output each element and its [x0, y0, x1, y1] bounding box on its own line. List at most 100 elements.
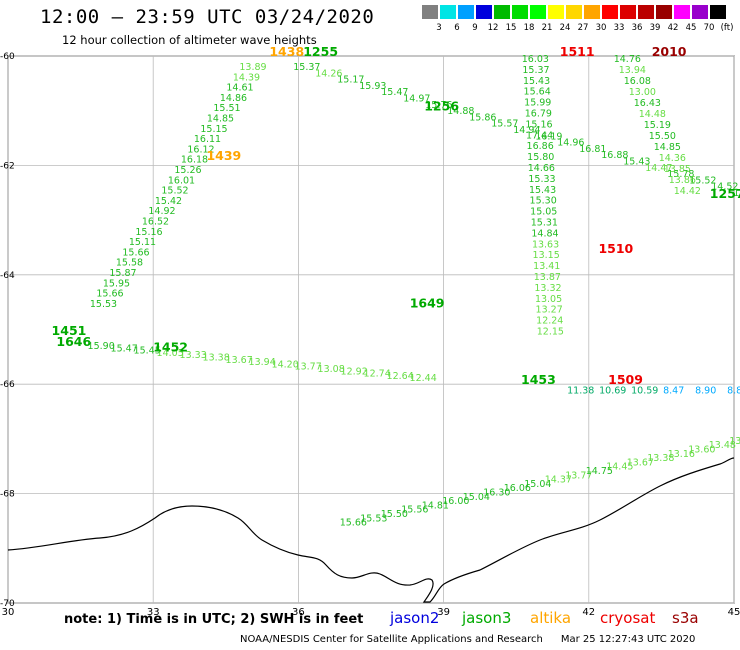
swh-value-label: 13.27: [536, 305, 563, 316]
colorbar-label: 18: [523, 23, 535, 33]
swh-value-label: 16.01: [168, 175, 195, 186]
colorbar-swatch: [584, 5, 601, 19]
satellite-tracks: 13.8914.3914.6114.8615.5114.8515.1516.11…: [52, 44, 740, 529]
colorbar-label: 36: [631, 23, 643, 33]
colorbar-label: 6: [454, 23, 460, 33]
swh-value-label: 10.59: [631, 386, 658, 397]
swh-value-label: 14.36: [659, 153, 686, 164]
swh-value-label: 14.85: [207, 114, 234, 125]
swh-value-label: 15.86: [469, 112, 496, 123]
swh-value-label: 14.52: [711, 182, 738, 193]
coastline: [7, 457, 735, 603]
swh-value-label: 15.17: [337, 75, 364, 86]
swh-value-label: 15.37: [293, 62, 320, 73]
swh-value-label: 15.66: [122, 247, 149, 258]
pass-time-label: 1510: [598, 241, 633, 256]
colorbar-swatch: [656, 5, 673, 19]
swh-value-label: 13.41: [533, 261, 560, 272]
swh-value-label: 15.87: [109, 268, 136, 279]
latitude-tick-label: -68: [0, 490, 15, 500]
swh-value-label: 13.86: [669, 175, 696, 186]
colorbar-label: 21: [541, 23, 553, 33]
longitude-tick-label: 30: [2, 607, 15, 618]
swh-value-label: 15.78: [667, 169, 694, 180]
colorbar-swatch: [530, 5, 547, 19]
swh-value-label: 13.87: [534, 272, 561, 283]
satellite-legend-item: jason3: [462, 609, 512, 627]
swh-value-label: 16.52: [142, 217, 169, 228]
swh-value-label: 16.00: [442, 496, 469, 507]
swh-value-label: 14.96: [557, 138, 584, 149]
swh-value-label: 14.39: [233, 72, 260, 83]
swh-value-label: 15.04: [524, 479, 551, 490]
swh-value-label: 14.20: [272, 359, 299, 370]
swh-value-label: 8.47: [663, 386, 684, 397]
swh-value-label: 14.05: [157, 348, 184, 359]
swh-value-label: 15.37: [522, 65, 549, 76]
colorbar-swatch: [548, 5, 565, 19]
swh-value-label: 15.80: [527, 152, 554, 163]
swh-value-label: 15.16: [525, 119, 552, 130]
swh-value-label: 14.26: [315, 68, 342, 79]
longitude-tick-label: 45: [728, 607, 740, 618]
swh-value-label: 12.74: [364, 369, 391, 380]
swh-value-label: 15.52: [161, 186, 188, 197]
swh-value-label: 15.05: [530, 207, 557, 218]
generated-timestamp: Mar 25 12:27:43 UTC 2020: [560, 634, 696, 645]
swh-value-label: 15.47: [381, 87, 408, 98]
swh-value-label: 8.90: [695, 386, 716, 397]
swh-value-label: 15.04: [463, 492, 490, 503]
swh-value-label: 14.84: [531, 228, 558, 239]
satellite-legend-item: cryosat: [600, 609, 656, 627]
pass-time-label: 1256: [424, 99, 459, 114]
swh-value-label: 15.45: [134, 346, 161, 357]
swh-value-label: 14.45: [606, 462, 633, 473]
colorbar-swatch: [638, 5, 655, 19]
credit-line: NOAA/NESDIS Center for Satellite Applica…: [240, 634, 695, 645]
swh-value-label: 13.67: [627, 457, 654, 468]
swh-value-label: 15.76: [425, 100, 452, 111]
swh-value-label: 13.00: [629, 87, 656, 98]
pass-time-label: 1511: [560, 44, 595, 59]
swh-value-label: 14.47: [645, 163, 672, 174]
swh-value-label: 13.05: [535, 294, 562, 305]
swh-value-label: 15.93: [359, 81, 386, 92]
satellite-legend-item: s3a: [672, 609, 699, 627]
satellite-legend-item: jason2: [390, 609, 440, 627]
swh-value-label: 15.31: [531, 218, 558, 229]
swh-value-label: 15.16: [135, 227, 162, 238]
colorbar-label: 3: [436, 23, 442, 33]
swh-value-label: 15.66: [340, 518, 367, 529]
swh-value-label: 15.64: [524, 87, 551, 98]
swh-value-label: 16.18: [181, 155, 208, 166]
swh-value-label: 13.21: [729, 436, 740, 447]
swh-value-label: 16.43: [634, 98, 661, 109]
colorbar-label: (ft): [720, 23, 734, 33]
swh-value-label: 15.26: [174, 165, 201, 176]
latitude-tick-label: -70: [0, 599, 15, 609]
swh-value-label: 13.15: [533, 250, 560, 261]
swh-value-label: 13.33: [180, 350, 207, 361]
swh-value-label: 12.15: [537, 327, 564, 338]
swh-value-label: 14.37: [545, 475, 572, 486]
figure-subtitle: 12 hour collection of altimeter wave hei…: [62, 33, 317, 47]
swh-value-label: 15.95: [103, 278, 130, 289]
colorbar-swatch: [512, 5, 529, 19]
swh-value-label: 14.75: [586, 466, 613, 477]
swh-value-label: 14.94: [513, 125, 540, 136]
pass-time-label: 1453: [521, 372, 556, 387]
swh-value-label: 16.03: [522, 54, 549, 65]
swh-value-label: 15.51: [213, 103, 240, 114]
pass-time-label: 1255: [303, 44, 338, 59]
swh-value-label: 16.81: [579, 144, 606, 155]
longitude-tick-label: 36: [292, 607, 305, 618]
swh-value-label: 16.79: [525, 109, 552, 120]
swh-value-label: 14.85: [654, 142, 681, 153]
swh-value-label: 15.66: [96, 289, 123, 300]
swh-value-label: 12.44: [410, 373, 437, 384]
satellite-legend-item: altika: [530, 609, 572, 627]
figure-title: 12:00 – 23:59 UTC 03/24/2020: [40, 6, 375, 28]
pass-time-label: 1439: [206, 148, 241, 163]
